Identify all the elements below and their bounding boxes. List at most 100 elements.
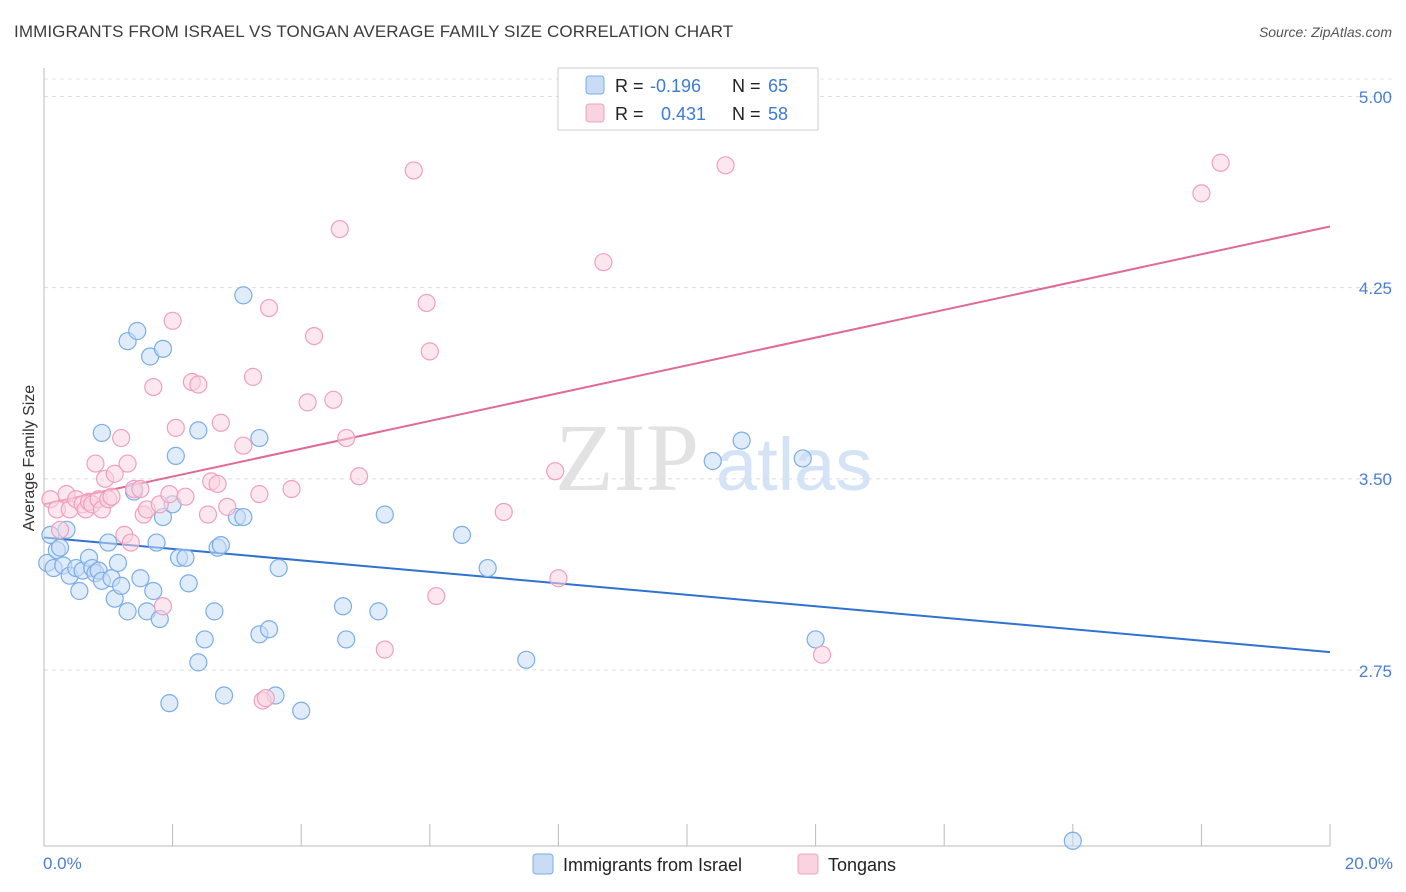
point-tongans: [112, 428, 131, 448]
point-israel: [118, 602, 137, 621]
point-israel: [292, 701, 311, 720]
point-tongans: [160, 485, 179, 504]
point-israel: [112, 576, 131, 595]
x-tick-label: 20.0%: [1345, 854, 1393, 873]
point-israel: [144, 581, 163, 601]
point-tongans: [546, 462, 565, 481]
point-tongans: [349, 467, 369, 486]
series-legend: Immigrants from Israel Tongans: [532, 853, 896, 875]
y-tick-label: 2.75: [1359, 662, 1392, 681]
point-tongans: [427, 586, 446, 606]
point-israel: [92, 423, 111, 443]
point-tongans: [105, 464, 124, 483]
point-israel: [214, 686, 234, 705]
series-label-israel: Immigrants from Israel: [563, 855, 742, 875]
y-axis-title: Average Family Size: [21, 385, 38, 532]
point-israel: [732, 431, 751, 450]
point-tongans: [420, 342, 439, 361]
point-israel: [131, 569, 150, 588]
legend-r-label: R =: [615, 104, 644, 124]
point-tongans: [1211, 153, 1230, 172]
legend-n-value: 65: [768, 76, 788, 96]
point-israel: [50, 538, 70, 557]
point-israel: [147, 533, 166, 552]
watermark-zip: ZIP: [555, 404, 699, 511]
point-tongans: [324, 390, 343, 409]
point-tongans: [118, 454, 137, 473]
point-israel: [211, 536, 230, 555]
data-points: [38, 153, 1230, 850]
chart-title: IMMIGRANTS FROM ISRAEL VS TONGAN AVERAGE…: [14, 22, 734, 41]
point-tongans: [121, 533, 140, 552]
series-label-tongans: Tongans: [828, 855, 896, 875]
point-tongans: [198, 505, 218, 524]
point-israel: [250, 428, 269, 448]
point-israel: [806, 630, 825, 649]
point-israel: [70, 581, 89, 601]
point-israel: [189, 653, 208, 672]
point-israel: [269, 558, 288, 578]
point-israel: [176, 548, 195, 567]
point-tongans: [166, 418, 185, 437]
point-israel: [259, 620, 279, 639]
point-tongans: [234, 436, 253, 455]
point-israel: [153, 339, 173, 358]
point-tongans: [250, 485, 269, 504]
legend-n-label: N =: [732, 76, 761, 96]
point-tongans: [298, 393, 317, 412]
point-israel: [337, 630, 356, 649]
series-swatch-israel: [532, 853, 554, 875]
trend-line-tongans: [43, 225, 1331, 506]
point-israel: [160, 694, 179, 713]
point-tongans: [131, 479, 150, 499]
legend-swatch-tongans: [585, 103, 605, 123]
source-credit: Source: ZipAtlas.com: [1258, 24, 1392, 40]
point-tongans: [594, 253, 613, 272]
point-israel: [234, 507, 253, 527]
point-israel: [478, 558, 497, 578]
point-tongans: [716, 156, 735, 175]
point-israel: [195, 630, 214, 649]
point-tongans: [330, 219, 349, 239]
point-tongans: [256, 688, 275, 708]
point-tongans: [375, 640, 394, 659]
point-tongans: [189, 375, 208, 394]
point-israel: [179, 574, 198, 593]
point-israel: [234, 286, 253, 305]
point-israel: [99, 533, 118, 552]
point-israel: [703, 451, 722, 471]
legend-r-value: -0.196: [650, 76, 701, 96]
point-israel: [452, 525, 472, 545]
point-tongans: [259, 298, 279, 318]
point-tongans: [176, 487, 195, 506]
legend-swatch-israel: [585, 75, 605, 95]
point-israel: [1063, 831, 1082, 850]
point-tongans: [243, 367, 263, 386]
point-israel: [369, 602, 388, 621]
point-tongans: [812, 645, 832, 664]
trend-lines: [43, 225, 1331, 654]
correlation-legend: R = -0.196 N = 65 R = 0.431 N = 58: [557, 67, 819, 131]
legend-r-value: 0.431: [661, 104, 706, 124]
axes: [43, 68, 1331, 847]
point-tongans: [211, 413, 230, 432]
point-tongans: [417, 293, 436, 313]
point-tongans: [208, 474, 227, 494]
point-israel: [375, 505, 394, 524]
trend-line-israel: [43, 536, 1331, 654]
point-tongans: [50, 520, 70, 539]
point-tongans: [153, 597, 173, 616]
point-israel: [205, 602, 224, 621]
point-israel: [517, 650, 536, 669]
series-swatch-tongans: [797, 853, 819, 875]
point-tongans: [549, 569, 568, 588]
y-tick-label: 5.00: [1359, 88, 1392, 107]
point-tongans: [337, 428, 356, 448]
point-tongans: [86, 454, 105, 473]
y-tick-label: 4.25: [1359, 279, 1392, 298]
point-tongans: [144, 377, 163, 397]
point-tongans: [102, 487, 121, 506]
point-israel: [108, 553, 128, 573]
point-tongans: [304, 326, 324, 346]
